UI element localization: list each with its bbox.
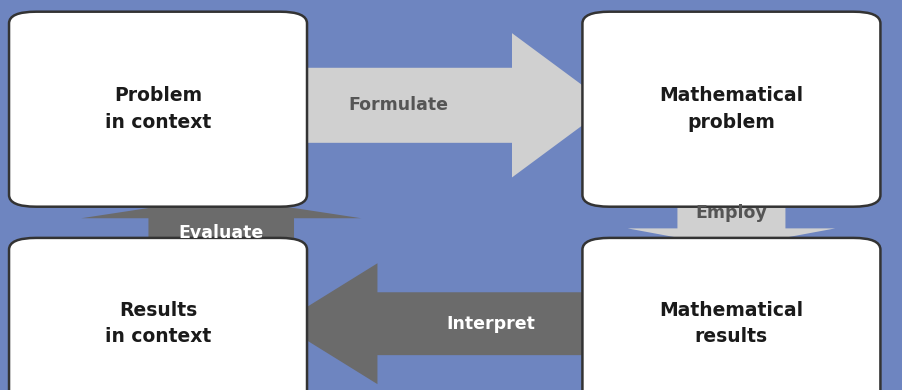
Polygon shape bbox=[280, 263, 604, 384]
Text: Results
in context: Results in context bbox=[105, 301, 211, 346]
Polygon shape bbox=[284, 33, 609, 177]
Polygon shape bbox=[627, 197, 834, 248]
FancyBboxPatch shape bbox=[9, 12, 307, 207]
FancyBboxPatch shape bbox=[582, 12, 879, 207]
Text: Problem
in context: Problem in context bbox=[105, 87, 211, 132]
Text: Mathematical
results: Mathematical results bbox=[658, 301, 803, 346]
Text: Employ: Employ bbox=[695, 204, 767, 222]
Polygon shape bbox=[81, 197, 361, 248]
FancyBboxPatch shape bbox=[582, 238, 879, 390]
FancyBboxPatch shape bbox=[9, 238, 307, 390]
Text: Mathematical
problem: Mathematical problem bbox=[658, 87, 803, 132]
Text: Interpret: Interpret bbox=[446, 315, 535, 333]
Text: Formulate: Formulate bbox=[348, 96, 447, 114]
Text: Evaluate: Evaluate bbox=[179, 224, 263, 242]
